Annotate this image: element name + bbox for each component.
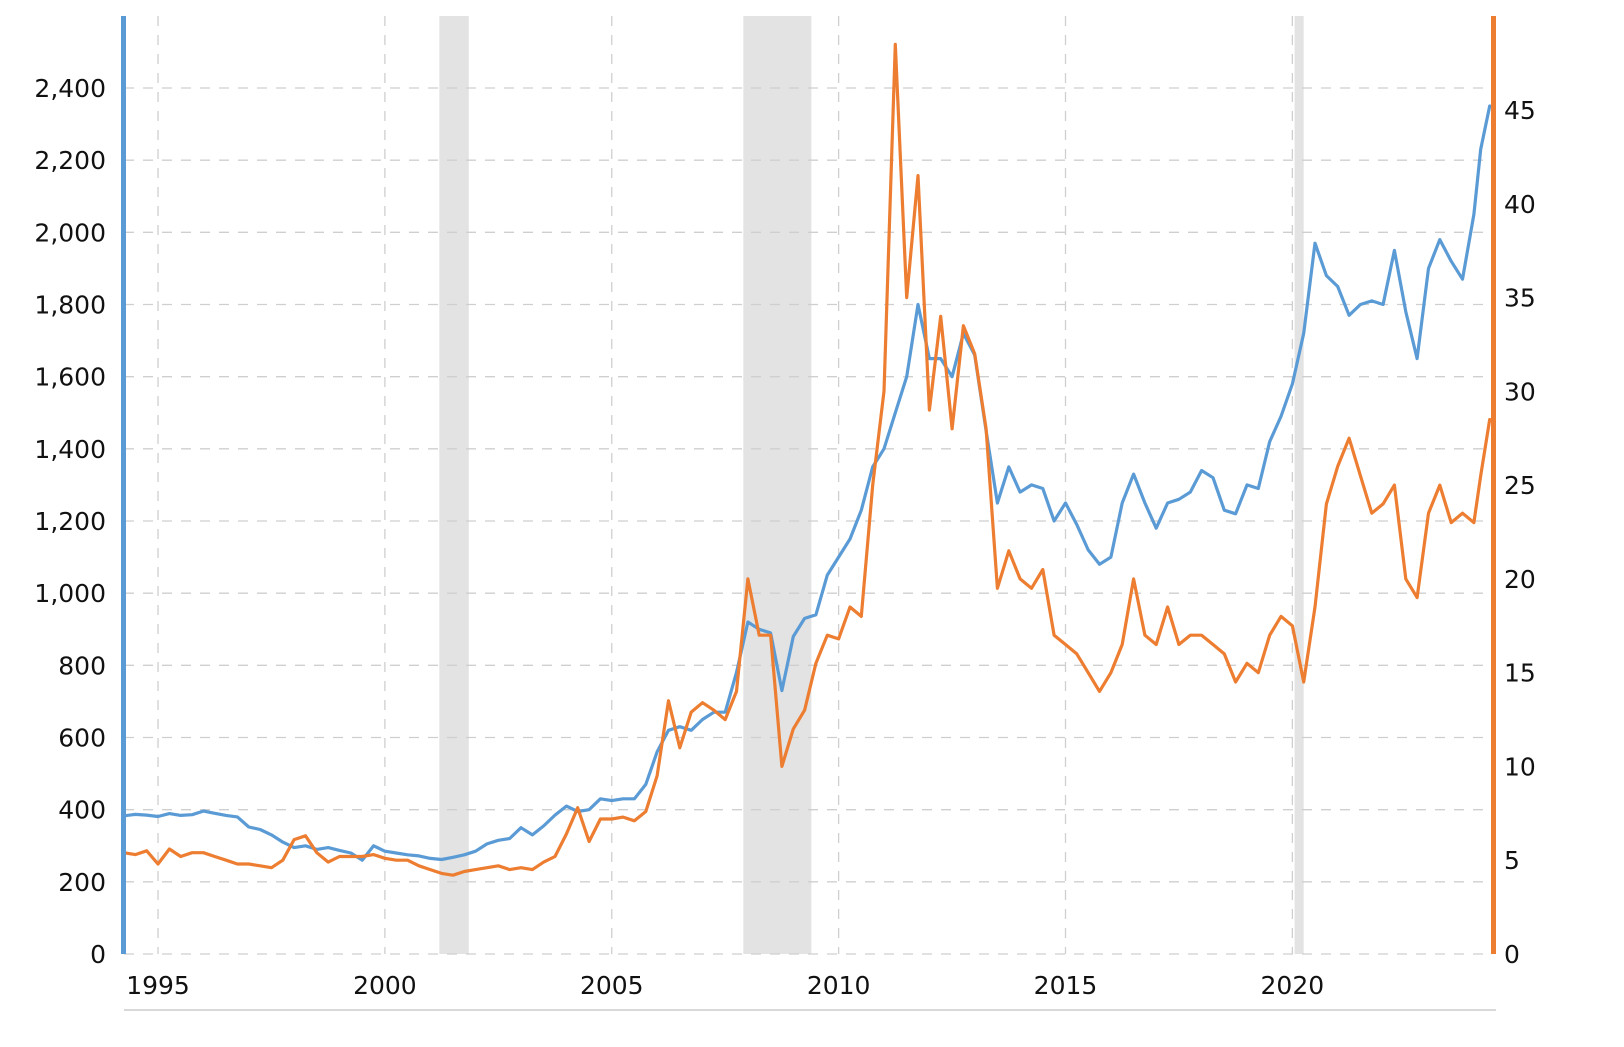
left-axis-tick-label: 200 (58, 868, 106, 897)
right-axis-tick-label: 10 (1504, 752, 1536, 781)
right-axis-tick-label: 15 (1504, 659, 1536, 688)
recession-band (439, 16, 469, 954)
right-axis-tick-label: 40 (1504, 190, 1536, 219)
left-axis-tick-label: 2,200 (34, 146, 106, 175)
x-axis-tick-label: 2005 (580, 971, 644, 1000)
x-axis-tick-label: 1995 (126, 971, 190, 1000)
tick-labels: 02004006008001,0001,2001,4001,6001,8002,… (34, 74, 1535, 1000)
right-axis-tick-label: 25 (1504, 471, 1536, 500)
left-axis-line (121, 16, 126, 954)
right-axis-tick-label: 5 (1504, 846, 1520, 875)
series-lines (122, 42, 1492, 877)
left-axis-tick-label: 600 (58, 724, 106, 753)
blue-series-line (122, 104, 1492, 862)
left-axis-tick-label: 1,200 (34, 507, 106, 536)
left-axis-tick-label: 400 (58, 796, 106, 825)
left-axis-tick-label: 1,400 (34, 435, 106, 464)
right-axis-tick-label: 35 (1504, 284, 1536, 313)
x-axis-tick-label: 2020 (1261, 971, 1325, 1000)
right-axis-tick-label: 45 (1504, 96, 1536, 125)
left-axis-tick-label: 0 (90, 940, 106, 969)
left-axis-tick-label: 800 (58, 651, 106, 680)
x-axis-tick-label: 2010 (807, 971, 871, 1000)
left-axis-tick-label: 2,000 (34, 218, 106, 247)
x-axis-tick-label: 2015 (1034, 971, 1098, 1000)
axes (121, 16, 1496, 1011)
orange-series-line (122, 42, 1492, 877)
left-axis-tick-label: 2,400 (34, 74, 106, 103)
left-axis-tick-label: 1,600 (34, 363, 106, 392)
left-axis-tick-label: 1,800 (34, 291, 106, 320)
recession-band (743, 16, 812, 954)
right-axis-tick-label: 20 (1504, 565, 1536, 594)
gridlines (124, 16, 1492, 955)
right-axis-tick-label: 30 (1504, 377, 1536, 406)
x-axis-tick-label: 2000 (353, 971, 417, 1000)
left-axis-tick-label: 1,000 (34, 579, 106, 608)
right-axis-line (1491, 16, 1496, 954)
recession-shading (439, 16, 1304, 954)
right-axis-tick-label: 0 (1504, 940, 1520, 969)
recession-band (1294, 16, 1304, 954)
